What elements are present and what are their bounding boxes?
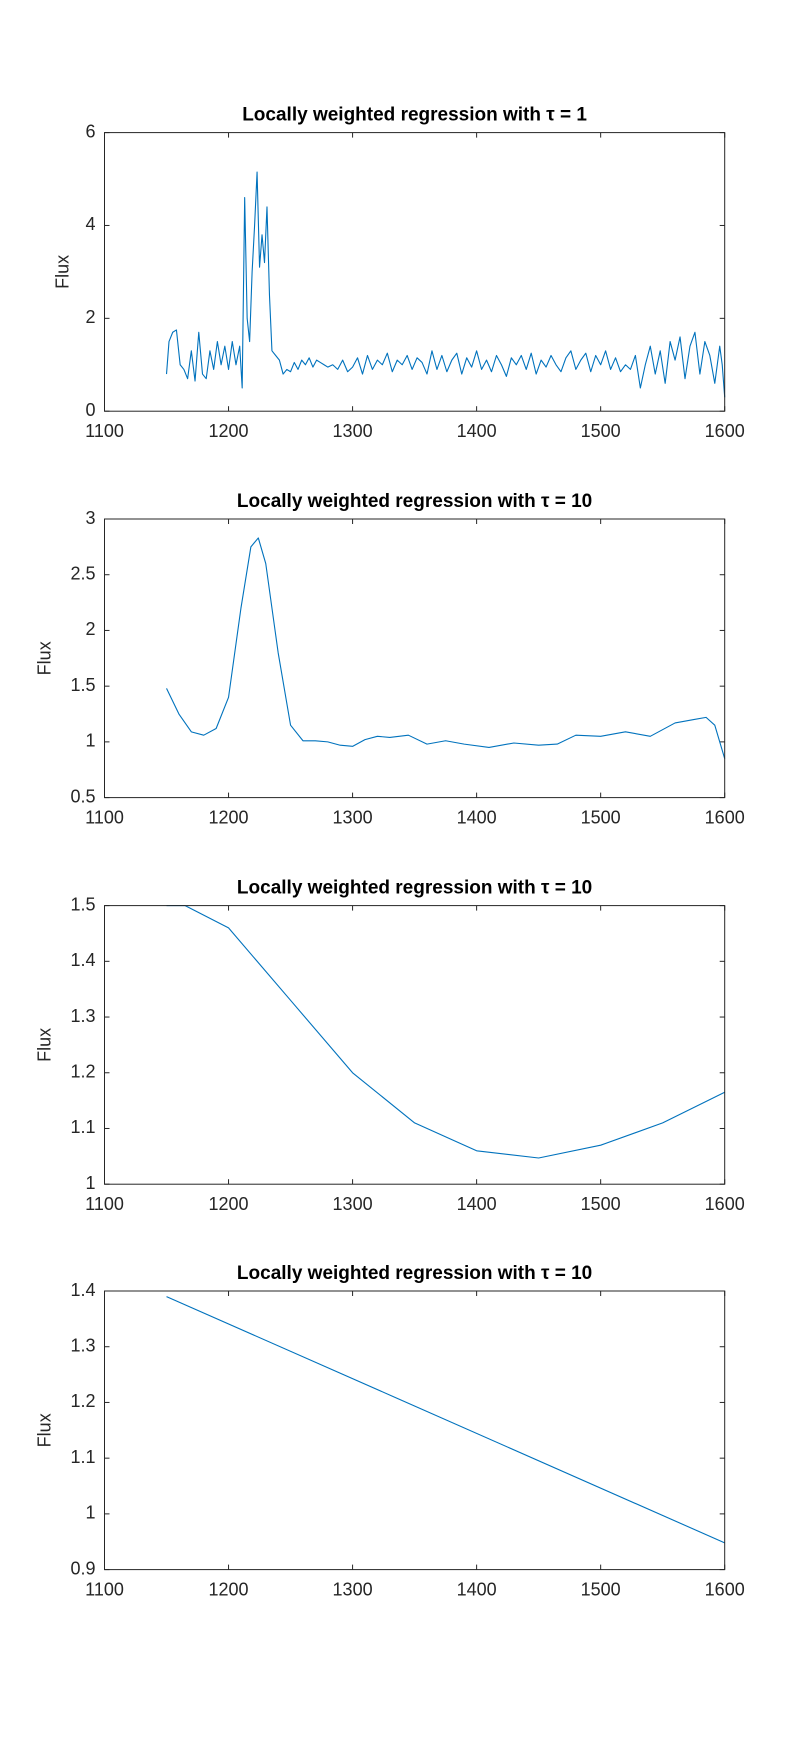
chart-title: Locally weighted regression with τ = 1 [242, 105, 587, 126]
y-tick-label: 1.3 [70, 1006, 95, 1026]
axes-box [104, 132, 726, 412]
y-tick-label: 1.4 [70, 950, 95, 970]
x-tick-label: 1600 [705, 1194, 745, 1214]
x-tick-label: 1200 [209, 1194, 249, 1214]
y-tick-label: 1 [85, 1173, 95, 1193]
y-tick-label: 0.5 [70, 786, 95, 806]
x-tick-label: 1100 [85, 807, 124, 827]
plot-area [104, 132, 725, 412]
x-tick-label: 1400 [457, 1579, 497, 1599]
x-tick-label: 1600 [705, 1579, 745, 1599]
plot-area [104, 1291, 725, 1570]
axes-box [104, 1290, 726, 1571]
y-tick-label: 1.2 [70, 1391, 95, 1411]
y-tick-label: 0 [85, 400, 95, 420]
x-tick-label: 1600 [705, 421, 745, 441]
x-tick-label: 1500 [581, 1579, 621, 1599]
y-tick-label: 1.4 [70, 1280, 95, 1300]
data-line [166, 537, 726, 759]
y-tick-label: 2 [85, 307, 95, 327]
chart-title: Locally weighted regression with τ = 10 [237, 878, 592, 899]
data-line [165, 171, 726, 398]
axes-box [104, 518, 726, 799]
y-tick-label: 2 [85, 619, 95, 639]
y-tick-label: 3 [85, 508, 95, 528]
x-tick-label: 1100 [85, 421, 124, 441]
x-tick-label: 1600 [705, 807, 745, 827]
plot-area [104, 905, 725, 1185]
x-tick-label: 1400 [457, 421, 497, 441]
y-axis-label: Flux [53, 255, 73, 289]
chart-title: Locally weighted regression with τ = 10 [237, 491, 592, 512]
x-tick-label: 1300 [333, 1579, 373, 1599]
y-axis-label: Flux [35, 1413, 55, 1447]
y-axis-label: Flux [35, 1028, 55, 1062]
y-tick-label: 2.5 [70, 563, 95, 583]
axes-box [104, 905, 726, 1185]
y-tick-label: 0.9 [70, 1558, 95, 1578]
chart-title: Locally weighted regression with τ = 10 [237, 1263, 592, 1284]
x-tick-label: 1200 [209, 421, 249, 441]
x-tick-label: 1300 [333, 1194, 373, 1214]
x-tick-label: 1400 [457, 1194, 497, 1214]
x-tick-label: 1200 [209, 1579, 249, 1599]
x-tick-label: 1500 [581, 421, 621, 441]
data-line [166, 1296, 725, 1544]
x-tick-label: 1100 [85, 1194, 124, 1214]
data-line [166, 905, 725, 1159]
y-tick-label: 1.2 [70, 1062, 95, 1082]
y-tick-label: 6 [85, 121, 95, 141]
x-tick-label: 1500 [581, 1194, 621, 1214]
y-tick-label: 4 [85, 214, 95, 234]
y-tick-label: 1.5 [70, 675, 95, 695]
x-tick-label: 1200 [209, 807, 249, 827]
y-tick-label: 1 [85, 1503, 95, 1523]
y-tick-label: 1.3 [70, 1335, 95, 1355]
y-tick-label: 1.1 [70, 1447, 95, 1467]
x-tick-label: 1300 [333, 807, 373, 827]
x-tick-label: 1400 [457, 807, 497, 827]
x-tick-label: 1500 [581, 807, 621, 827]
y-tick-label: 1 [85, 731, 95, 751]
y-axis-label: Flux [35, 641, 55, 675]
plot-area [104, 519, 725, 798]
x-tick-label: 1300 [333, 421, 373, 441]
x-tick-label: 1100 [85, 1579, 124, 1599]
y-tick-label: 1.1 [70, 1117, 95, 1137]
y-tick-label: 1.5 [70, 894, 95, 914]
